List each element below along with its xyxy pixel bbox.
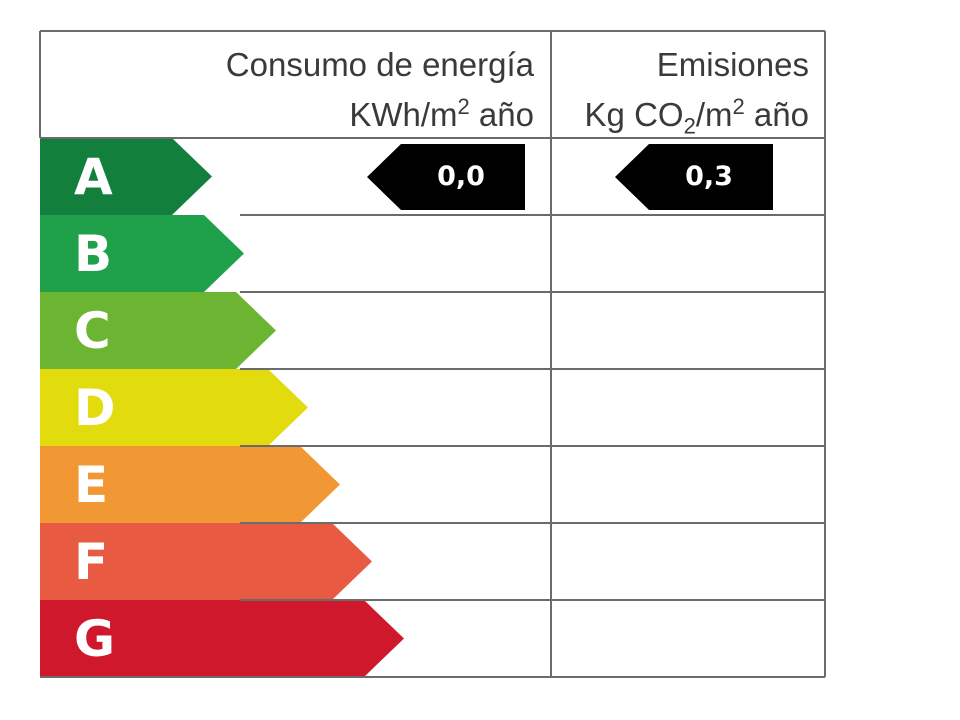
rating-letter-b: B (74, 225, 113, 283)
rating-letter-e: E (74, 456, 109, 514)
emissions-header-title: Emisiones (656, 46, 809, 83)
rating-letter-a: A (74, 148, 113, 206)
rating-letter-f: F (74, 533, 109, 591)
energy-header: Consumo de energía KWh/m2 año (150, 44, 534, 136)
rating-arrow-c (40, 292, 276, 369)
rating-letter-d: D (74, 379, 116, 437)
emissions-indicator-arrow (615, 144, 773, 210)
rating-arrow-f (40, 523, 372, 600)
rating-arrow-a (40, 138, 212, 215)
rating-arrow-b (40, 215, 244, 292)
energy-header-title: Consumo de energía (225, 46, 534, 83)
energy-header-unit: KWh/m2 año (349, 94, 534, 133)
rating-letter-c: C (74, 302, 111, 360)
energy-indicator-arrow (367, 144, 525, 210)
rating-arrow-g (40, 600, 404, 677)
rating-letter-g: G (74, 610, 116, 668)
rating-arrow-e (40, 446, 340, 523)
energy-indicator-value: 0,0 (437, 161, 485, 192)
emissions-header-unit: Kg CO2/m2 año (584, 94, 809, 139)
rating-arrow-d (40, 369, 308, 446)
emissions-indicator-value: 0,3 (685, 161, 733, 192)
emissions-header: Emisiones Kg CO2/m2 año (555, 44, 809, 148)
